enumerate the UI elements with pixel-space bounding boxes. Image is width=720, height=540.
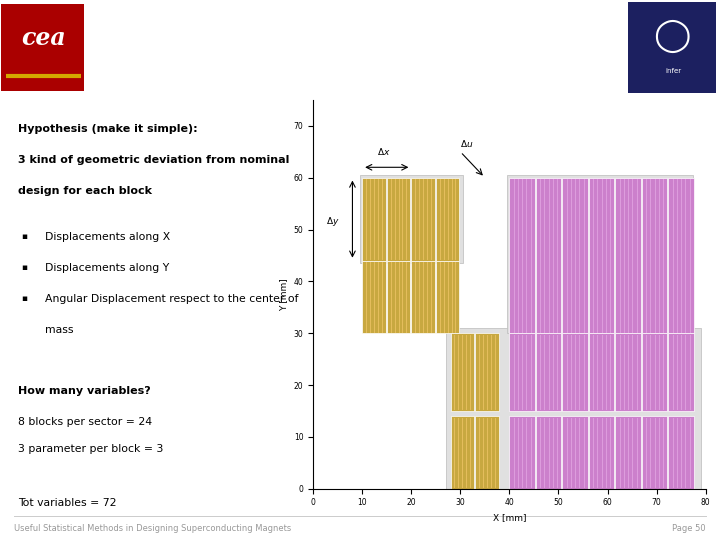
Text: $\Delta y$: $\Delta y$ [326,215,340,228]
Bar [668,333,694,411]
Bar [536,416,562,489]
Bar [436,178,459,261]
Text: ▪: ▪ [22,232,28,241]
Bar [411,178,435,261]
Text: 3 parameter per block = 3: 3 parameter per block = 3 [18,444,163,454]
Text: The impact of random geometrical errors on: The impact of random geometrical errors … [161,17,610,36]
Text: Useful Statistical Methods in Designing Superconducting Magnets: Useful Statistical Methods in Designing … [14,524,292,533]
Bar [616,416,641,489]
Bar [446,328,701,491]
Text: Page 50: Page 50 [672,524,706,533]
Bar [668,416,694,489]
Text: $\Delta u$: $\Delta u$ [460,138,474,149]
Bar [642,333,667,411]
Text: Angular Displacement respect to the center of: Angular Displacement respect to the cent… [45,294,299,304]
Bar [510,178,535,333]
Bar [628,2,716,93]
Text: design for each block: design for each block [18,186,152,196]
Text: ◯: ◯ [653,19,690,52]
Bar [589,416,614,489]
Text: 8 blocks per sector = 24: 8 blocks per sector = 24 [18,417,152,427]
Bar [507,175,693,333]
Bar [475,416,499,489]
Text: cea: cea [21,26,66,50]
Bar [362,261,386,333]
Bar [510,416,535,489]
Bar [616,333,641,411]
Text: mass: mass [45,325,74,335]
Text: Displacements along X: Displacements along X [45,232,171,242]
Bar [362,178,386,261]
Bar [360,175,463,263]
X-axis label: X [mm]: X [mm] [492,513,526,522]
Bar [589,178,614,333]
Bar [451,333,474,411]
Bar [510,333,535,411]
Bar [616,178,641,333]
Bar [562,178,588,333]
Bar [668,178,694,333]
Bar [642,416,667,489]
Bar [475,333,499,411]
Bar [436,261,459,333]
Text: How many variables?: How many variables? [18,386,150,396]
Text: ▪: ▪ [22,263,28,272]
Text: Tot variables = 72: Tot variables = 72 [18,498,117,508]
Bar [387,261,410,333]
Text: 3 kind of geometric deviation from nominal: 3 kind of geometric deviation from nomin… [18,155,289,165]
Y-axis label: Y [mm]: Y [mm] [279,278,288,310]
Bar [589,333,614,411]
Bar [451,416,474,489]
Bar [387,178,410,261]
Bar [411,261,435,333]
Bar [562,333,588,411]
Text: the magnetic field quality : Variables: the magnetic field quality : Variables [175,62,552,80]
Bar [536,333,562,411]
Bar [536,178,562,333]
Text: infer: infer [665,68,681,74]
Bar [642,178,667,333]
Text: $\Delta x$: $\Delta x$ [377,146,390,157]
Bar [562,416,588,489]
Text: Displacements along Y: Displacements along Y [45,263,170,273]
Text: Hypothesis (make it simple):: Hypothesis (make it simple): [18,124,197,133]
Text: ▪: ▪ [22,294,28,303]
Bar [1,4,84,91]
